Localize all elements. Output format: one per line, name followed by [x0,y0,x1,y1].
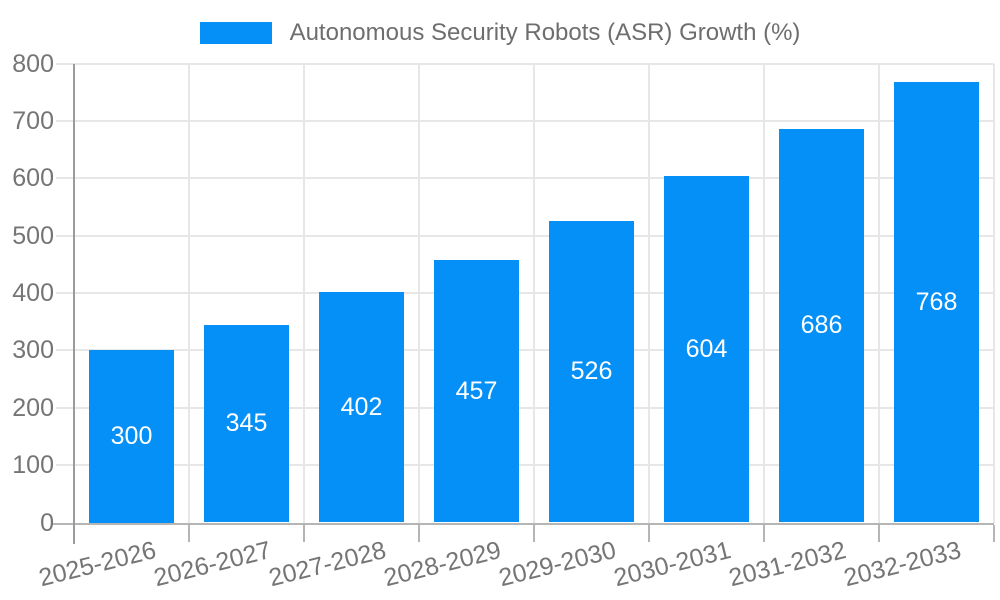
legend: Autonomous Security Robots (ASR) Growth … [0,18,1000,48]
y-tick-label: 700 [12,106,54,135]
x-tick-label: 2027-2028 [266,536,389,593]
x-gridline [993,63,995,523]
x-tick-label: 2026-2027 [151,536,274,593]
x-tick-label: 2025-2026 [36,536,159,593]
x-tick-label: 2031-2032 [726,536,849,593]
legend-swatch [199,22,272,44]
bar-value-label: 768 [915,287,958,316]
x-gridline [763,63,765,523]
x-gridline [303,63,305,523]
x-tick-mark [188,524,190,542]
bar: 402 [319,291,404,523]
bar: 604 [664,175,749,523]
x-tick-mark [418,524,420,542]
y-gridline [56,234,994,237]
y-axis-line [73,63,75,544]
bar: 768 [894,81,979,523]
x-tick-mark [993,524,995,542]
x-gridline [533,63,535,523]
x-tick-mark [533,524,535,542]
x-gridline [648,63,650,523]
bar-value-label: 402 [340,392,383,421]
bar: 300 [89,350,174,523]
zero-line [52,522,994,525]
y-tick-label: 100 [12,451,54,480]
y-tick-label: 600 [12,164,54,193]
x-gridline [878,63,880,523]
y-gridline [56,119,994,122]
legend-label: Autonomous Security Robots (ASR) Growth … [289,19,801,46]
x-tick-label: 2030-2031 [611,536,734,593]
y-gridline [56,464,994,467]
x-tick-mark [763,524,765,542]
bar-value-label: 457 [455,376,498,405]
bar: 526 [549,220,634,523]
y-tick-label: 300 [12,336,54,365]
y-tick-label: 200 [12,393,54,422]
y-tick-label: 500 [12,221,54,250]
bar: 345 [204,324,289,523]
bar-value-label: 686 [800,311,843,340]
bar: 457 [434,260,519,523]
x-tick-label: 2032-2033 [841,536,964,593]
x-gridline [188,63,190,523]
y-tick-label: 800 [12,49,54,78]
bar-value-label: 300 [110,421,153,450]
y-gridline [56,177,994,180]
bar: 686 [779,128,864,523]
bar-value-label: 526 [570,357,613,386]
y-gridline [56,62,994,65]
x-tick-label: 2029-2030 [496,536,619,593]
x-tick-mark [878,524,880,542]
x-tick-label: 2028-2029 [381,536,504,593]
y-tick-label: 400 [12,279,54,307]
bar-value-label: 604 [685,334,728,363]
y-gridline [56,292,994,294]
y-gridline [56,406,994,409]
x-tick-mark [648,524,650,542]
x-gridline [418,63,420,523]
bar-value-label: 345 [225,409,268,438]
x-tick-mark [303,524,305,542]
y-tick-label: 0 [40,508,54,537]
y-gridline [56,349,994,352]
